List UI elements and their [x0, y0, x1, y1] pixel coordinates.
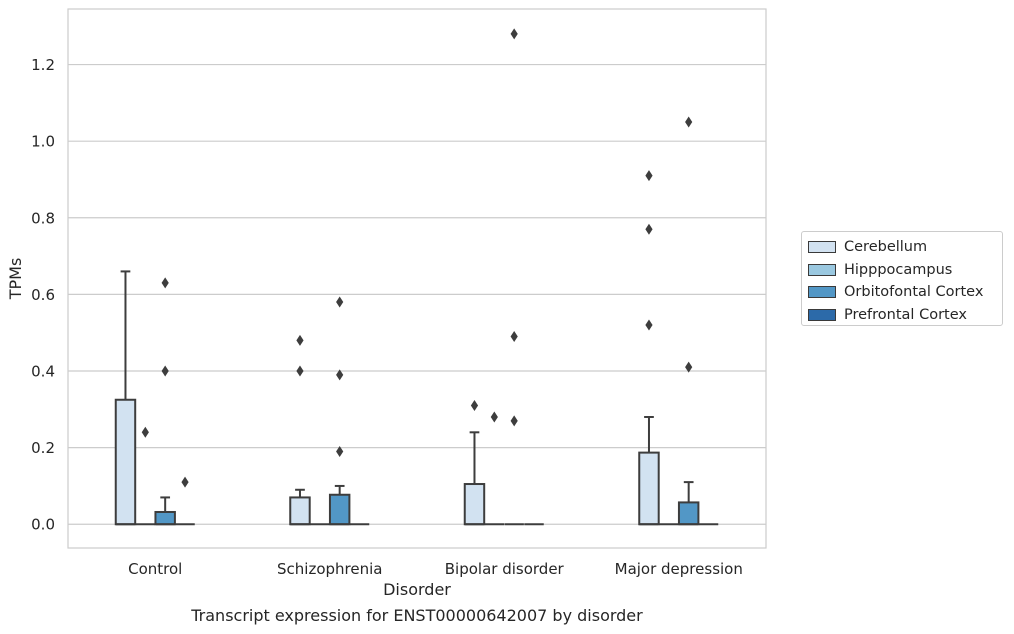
plot-frame — [67, 8, 767, 549]
legend-label-orbitofrontal-cortex: Orbitofontal Cortex — [844, 284, 984, 301]
y-tick-label: 1.2 — [31, 56, 55, 74]
legend-item-cerebellum: Cerebellum — [802, 236, 1002, 259]
category-group — [289, 296, 370, 526]
outlier-point — [336, 296, 344, 308]
legend-item-orbitofrontal-cortex: Orbitofontal Cortex — [802, 281, 1002, 304]
legend-swatch-orbitofrontal-cortex — [808, 286, 836, 299]
outlier-point — [685, 361, 693, 373]
category-group — [638, 116, 719, 526]
category-group — [114, 270, 195, 526]
y-tick-label: 0.4 — [31, 363, 55, 381]
outlier-point — [161, 365, 169, 377]
outlier-point — [645, 170, 653, 182]
category-group — [463, 28, 544, 526]
outlier-point — [645, 223, 653, 235]
y-tick-label: 1.0 — [31, 133, 55, 151]
y-tick-label: 0.8 — [31, 209, 55, 227]
box-plot-series — [114, 28, 719, 526]
y-tick-label: 0.6 — [31, 286, 55, 304]
box — [114, 398, 137, 526]
legend-label-prefrontal-cortex: Prefrontal Cortex — [844, 306, 967, 323]
x-tick-label: Major depression — [615, 560, 743, 578]
outlier-point — [296, 365, 304, 377]
outlier-point — [510, 28, 518, 40]
outlier-point — [510, 331, 518, 343]
outlier-point — [685, 116, 693, 128]
outlier-point — [490, 411, 498, 423]
y-axis-ticks: 0.0 0.2 0.4 0.6 0.8 1.0 1.2 — [31, 56, 55, 534]
y-axis-label: TPMs — [6, 258, 25, 301]
x-tick-label: Schizophrenia — [277, 560, 382, 578]
box — [154, 510, 176, 526]
outlier-point — [181, 476, 189, 488]
outlier-point — [645, 319, 653, 331]
outlier-point — [336, 445, 344, 457]
outlier-point — [296, 334, 304, 346]
legend: Cerebellum Hipppocampus Orbitofontal Cor… — [801, 231, 1003, 326]
figure-caption: Transcript expression for ENST0000064200… — [191, 606, 643, 625]
box — [328, 493, 351, 526]
legend-item-hippocampus: Hipppocampus — [802, 259, 1002, 282]
legend-label-hippocampus: Hipppocampus — [844, 261, 953, 278]
box — [638, 451, 660, 526]
x-tick-label: Bipolar disorder — [445, 560, 565, 578]
legend-label-cerebellum: Cerebellum — [844, 239, 928, 256]
box — [463, 483, 486, 526]
legend-swatch-hippocampus — [808, 263, 836, 276]
y-tick-label: 0.0 — [31, 516, 55, 534]
x-axis-ticks: Control Schizophrenia Bipolar disorder Majo… — [128, 560, 743, 578]
outlier-point — [161, 277, 169, 289]
outlier-point — [510, 415, 518, 427]
outlier-point — [141, 426, 149, 438]
x-tick-label: Control — [128, 560, 182, 578]
y-tick-label: 0.2 — [31, 439, 55, 457]
box — [289, 496, 311, 526]
legend-item-prefrontal-cortex: Prefrontal Cortex — [802, 304, 1002, 327]
legend-swatch-cerebellum — [808, 241, 836, 254]
box — [677, 501, 700, 526]
outlier-point — [336, 369, 344, 381]
outlier-point — [470, 399, 479, 411]
legend-swatch-prefrontal-cortex — [808, 308, 836, 321]
x-axis-label: Disorder — [383, 580, 451, 599]
gridlines — [68, 63, 766, 525]
